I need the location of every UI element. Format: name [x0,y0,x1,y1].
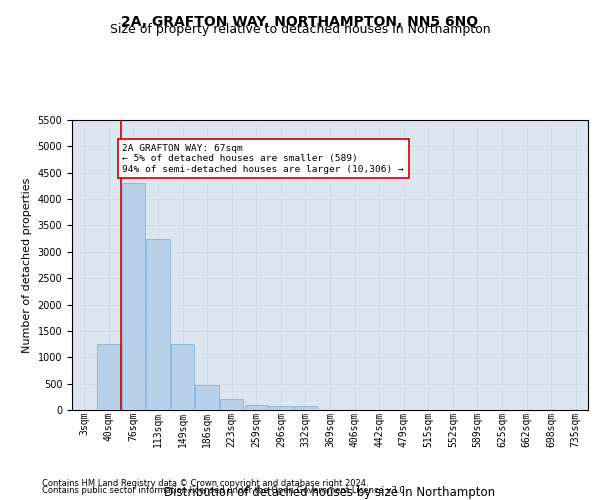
Bar [122,184,145,410]
Bar [220,400,244,410]
Bar [269,406,293,410]
Bar [146,238,170,410]
Text: Size of property relative to detached houses in Northampton: Size of property relative to detached ho… [110,22,490,36]
Text: 2A GRAFTON WAY: 67sqm
← 5% of detached houses are smaller (589)
94% of semi-deta: 2A GRAFTON WAY: 67sqm ← 5% of detached h… [122,144,404,174]
Bar [97,344,121,410]
Y-axis label: Number of detached properties: Number of detached properties [22,178,32,352]
Bar [294,406,317,410]
Bar [245,404,268,410]
Text: 2A, GRAFTON WAY, NORTHAMPTON, NN5 6NQ: 2A, GRAFTON WAY, NORTHAMPTON, NN5 6NQ [121,15,479,29]
X-axis label: Distribution of detached houses by size in Northampton: Distribution of detached houses by size … [164,486,496,498]
Bar [171,344,194,410]
Bar [196,385,219,410]
Text: Contains public sector information licensed under the Open Government Licence v3: Contains public sector information licen… [42,486,407,495]
Text: Contains HM Land Registry data © Crown copyright and database right 2024.: Contains HM Land Registry data © Crown c… [42,478,368,488]
